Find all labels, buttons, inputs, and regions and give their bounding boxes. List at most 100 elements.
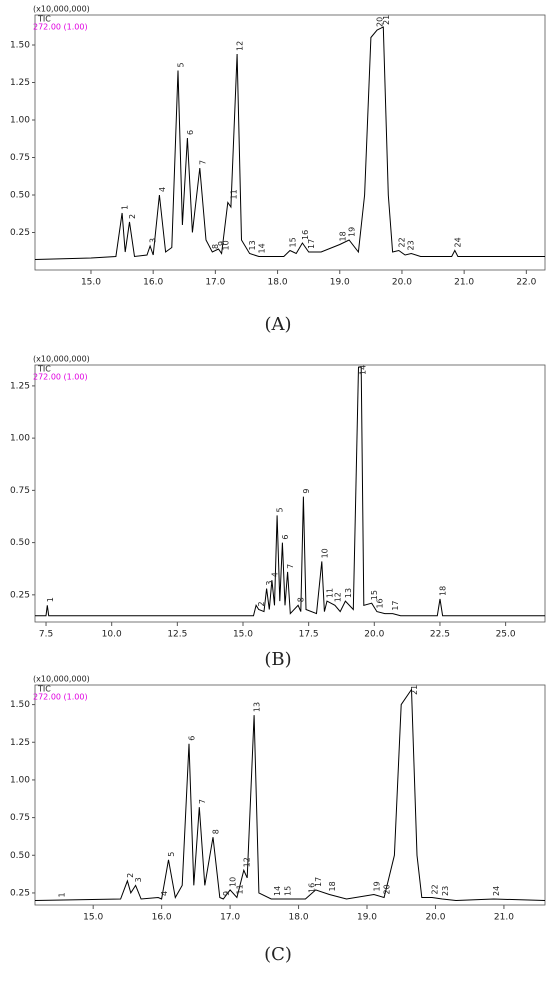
peak-label: 2 xyxy=(128,214,137,219)
peak-label: 5 xyxy=(276,507,285,512)
peak-label: 22 xyxy=(397,237,406,247)
panel-caption: (A) xyxy=(264,314,291,335)
y-tick-label: 0.25 xyxy=(10,888,30,898)
peak-label: 21 xyxy=(382,15,391,25)
x-tick-label: 21.0 xyxy=(454,278,474,288)
multiplier-label: (x10,000,000) xyxy=(33,355,90,364)
peak-label: 4 xyxy=(158,187,167,192)
peak-label: 15 xyxy=(370,590,379,600)
peak-label: 6 xyxy=(188,736,197,741)
peak-label: 5 xyxy=(177,62,186,67)
peak-label: 18 xyxy=(328,881,337,891)
chromatogram-panel: (x10,000,000) 272.00 (1.00) 0.25 0.50 0.75 1.… xyxy=(10,5,546,335)
peak-label: 4 xyxy=(160,891,169,896)
x-tick-label: 7.5 xyxy=(39,630,53,640)
peak-label: 1 xyxy=(57,892,66,897)
peak-label: 11 xyxy=(326,588,335,598)
x-tick-label: 15.0 xyxy=(81,278,101,288)
y-tick-label: 1.25 xyxy=(10,381,30,391)
peak-label: 11 xyxy=(229,189,238,199)
peak-label: 8 xyxy=(297,597,306,602)
y-tick-label: 0.50 xyxy=(10,851,30,861)
x-tick-label: 20.0 xyxy=(425,913,445,923)
peak-label: 6 xyxy=(186,130,195,135)
peak-label: 3 xyxy=(265,580,274,585)
peak-label: 3 xyxy=(149,238,158,243)
y-tick-label: 1.50 xyxy=(10,41,30,51)
peak-label: 15 xyxy=(283,886,292,896)
peak-label: 10 xyxy=(221,240,230,250)
peak-label: 18 xyxy=(338,231,347,241)
plot-frame xyxy=(34,364,546,623)
peak-label: 13 xyxy=(253,702,262,712)
chromatogram-panel: (x10,000,000) 272.00 (1.00) 0.25 0.50 0.75 1.… xyxy=(10,675,546,965)
peak-label: 2 xyxy=(126,873,135,878)
x-tick-label: 21.0 xyxy=(494,913,514,923)
peak-label: 17 xyxy=(314,877,323,887)
x-tick-label: 10.0 xyxy=(102,630,122,640)
x-tick-label: 15.0 xyxy=(83,913,103,923)
multiplier-label: (x10,000,000) xyxy=(33,675,90,684)
peak-label: 16 xyxy=(301,230,310,240)
y-tick-label: 0.75 xyxy=(10,813,30,823)
ion-label: 272.00 (1.00) xyxy=(33,373,88,382)
x-tick-label: 22.5 xyxy=(430,630,450,640)
peak-label: 3 xyxy=(134,877,143,882)
x-tick-label: 12.5 xyxy=(167,630,187,640)
plot-frame xyxy=(34,684,546,906)
peak-label: 14 xyxy=(273,886,282,896)
peak-label: 14 xyxy=(257,243,266,253)
panel-caption: (C) xyxy=(264,944,292,965)
y-tick-label: 1.25 xyxy=(10,78,30,88)
peak-label: 15 xyxy=(289,237,298,247)
trace-line xyxy=(35,366,545,617)
peak-label: 20 xyxy=(383,884,392,894)
x-tick-label: 16.0 xyxy=(152,913,172,923)
peak-label: 13 xyxy=(344,588,353,598)
peak-label: 20 xyxy=(376,17,385,27)
x-tick-label: 22.0 xyxy=(516,278,536,288)
peak-label: 12 xyxy=(242,857,251,867)
x-tick-label: 17.0 xyxy=(205,278,225,288)
peak-label: 12 xyxy=(333,592,342,602)
x-tick-label: 17.0 xyxy=(220,913,240,923)
x-tick-label: 25.0 xyxy=(496,630,516,640)
peak-label: 23 xyxy=(441,886,450,896)
peak-label: 24 xyxy=(453,237,462,247)
peak-label: 9 xyxy=(222,891,231,896)
y-tick-label: 0.75 xyxy=(10,486,30,496)
x-tick-label: 18.0 xyxy=(289,913,309,923)
peak-label: 2 xyxy=(257,601,266,606)
x-tick-label: 18.0 xyxy=(268,278,288,288)
peak-label: 12 xyxy=(236,41,245,51)
peak-label: 4 xyxy=(270,572,279,577)
peak-label: 8 xyxy=(211,244,220,249)
y-tick-label: 0.75 xyxy=(10,153,30,163)
x-tick-label: 20.0 xyxy=(364,630,384,640)
peak-label: 8 xyxy=(211,829,220,834)
peak-label: 19 xyxy=(348,227,357,237)
multiplier-label: (x10,000,000) xyxy=(33,5,90,14)
y-tick-label: 1.50 xyxy=(10,700,30,710)
peak-label: 11 xyxy=(235,884,244,894)
panel-caption: (B) xyxy=(264,649,291,670)
peak-label: 14 xyxy=(358,365,367,375)
y-tick-label: 1.00 xyxy=(10,116,30,126)
trace-line xyxy=(35,26,545,260)
x-tick-label: 16.0 xyxy=(143,278,163,288)
peak-label: 22 xyxy=(431,884,440,894)
x-tick-label: 20.0 xyxy=(392,278,412,288)
peak-label: 13 xyxy=(248,240,257,250)
trace-label: TIC xyxy=(37,15,51,24)
y-tick-label: 0.50 xyxy=(10,191,30,201)
ion-label: 272.00 (1.00) xyxy=(33,23,88,32)
peak-label: 6 xyxy=(281,535,290,540)
chromatogram-panel: (x10,000,000) 272.00 (1.00) 0.25 0.50 0.75 1.… xyxy=(10,355,546,670)
y-tick-label: 1.00 xyxy=(10,434,30,444)
peak-label: 18 xyxy=(438,586,447,596)
trace-label: TIC xyxy=(37,685,51,694)
peak-label: 19 xyxy=(372,881,381,891)
peak-label: 17 xyxy=(307,239,316,249)
peak-label: 10 xyxy=(320,548,329,558)
